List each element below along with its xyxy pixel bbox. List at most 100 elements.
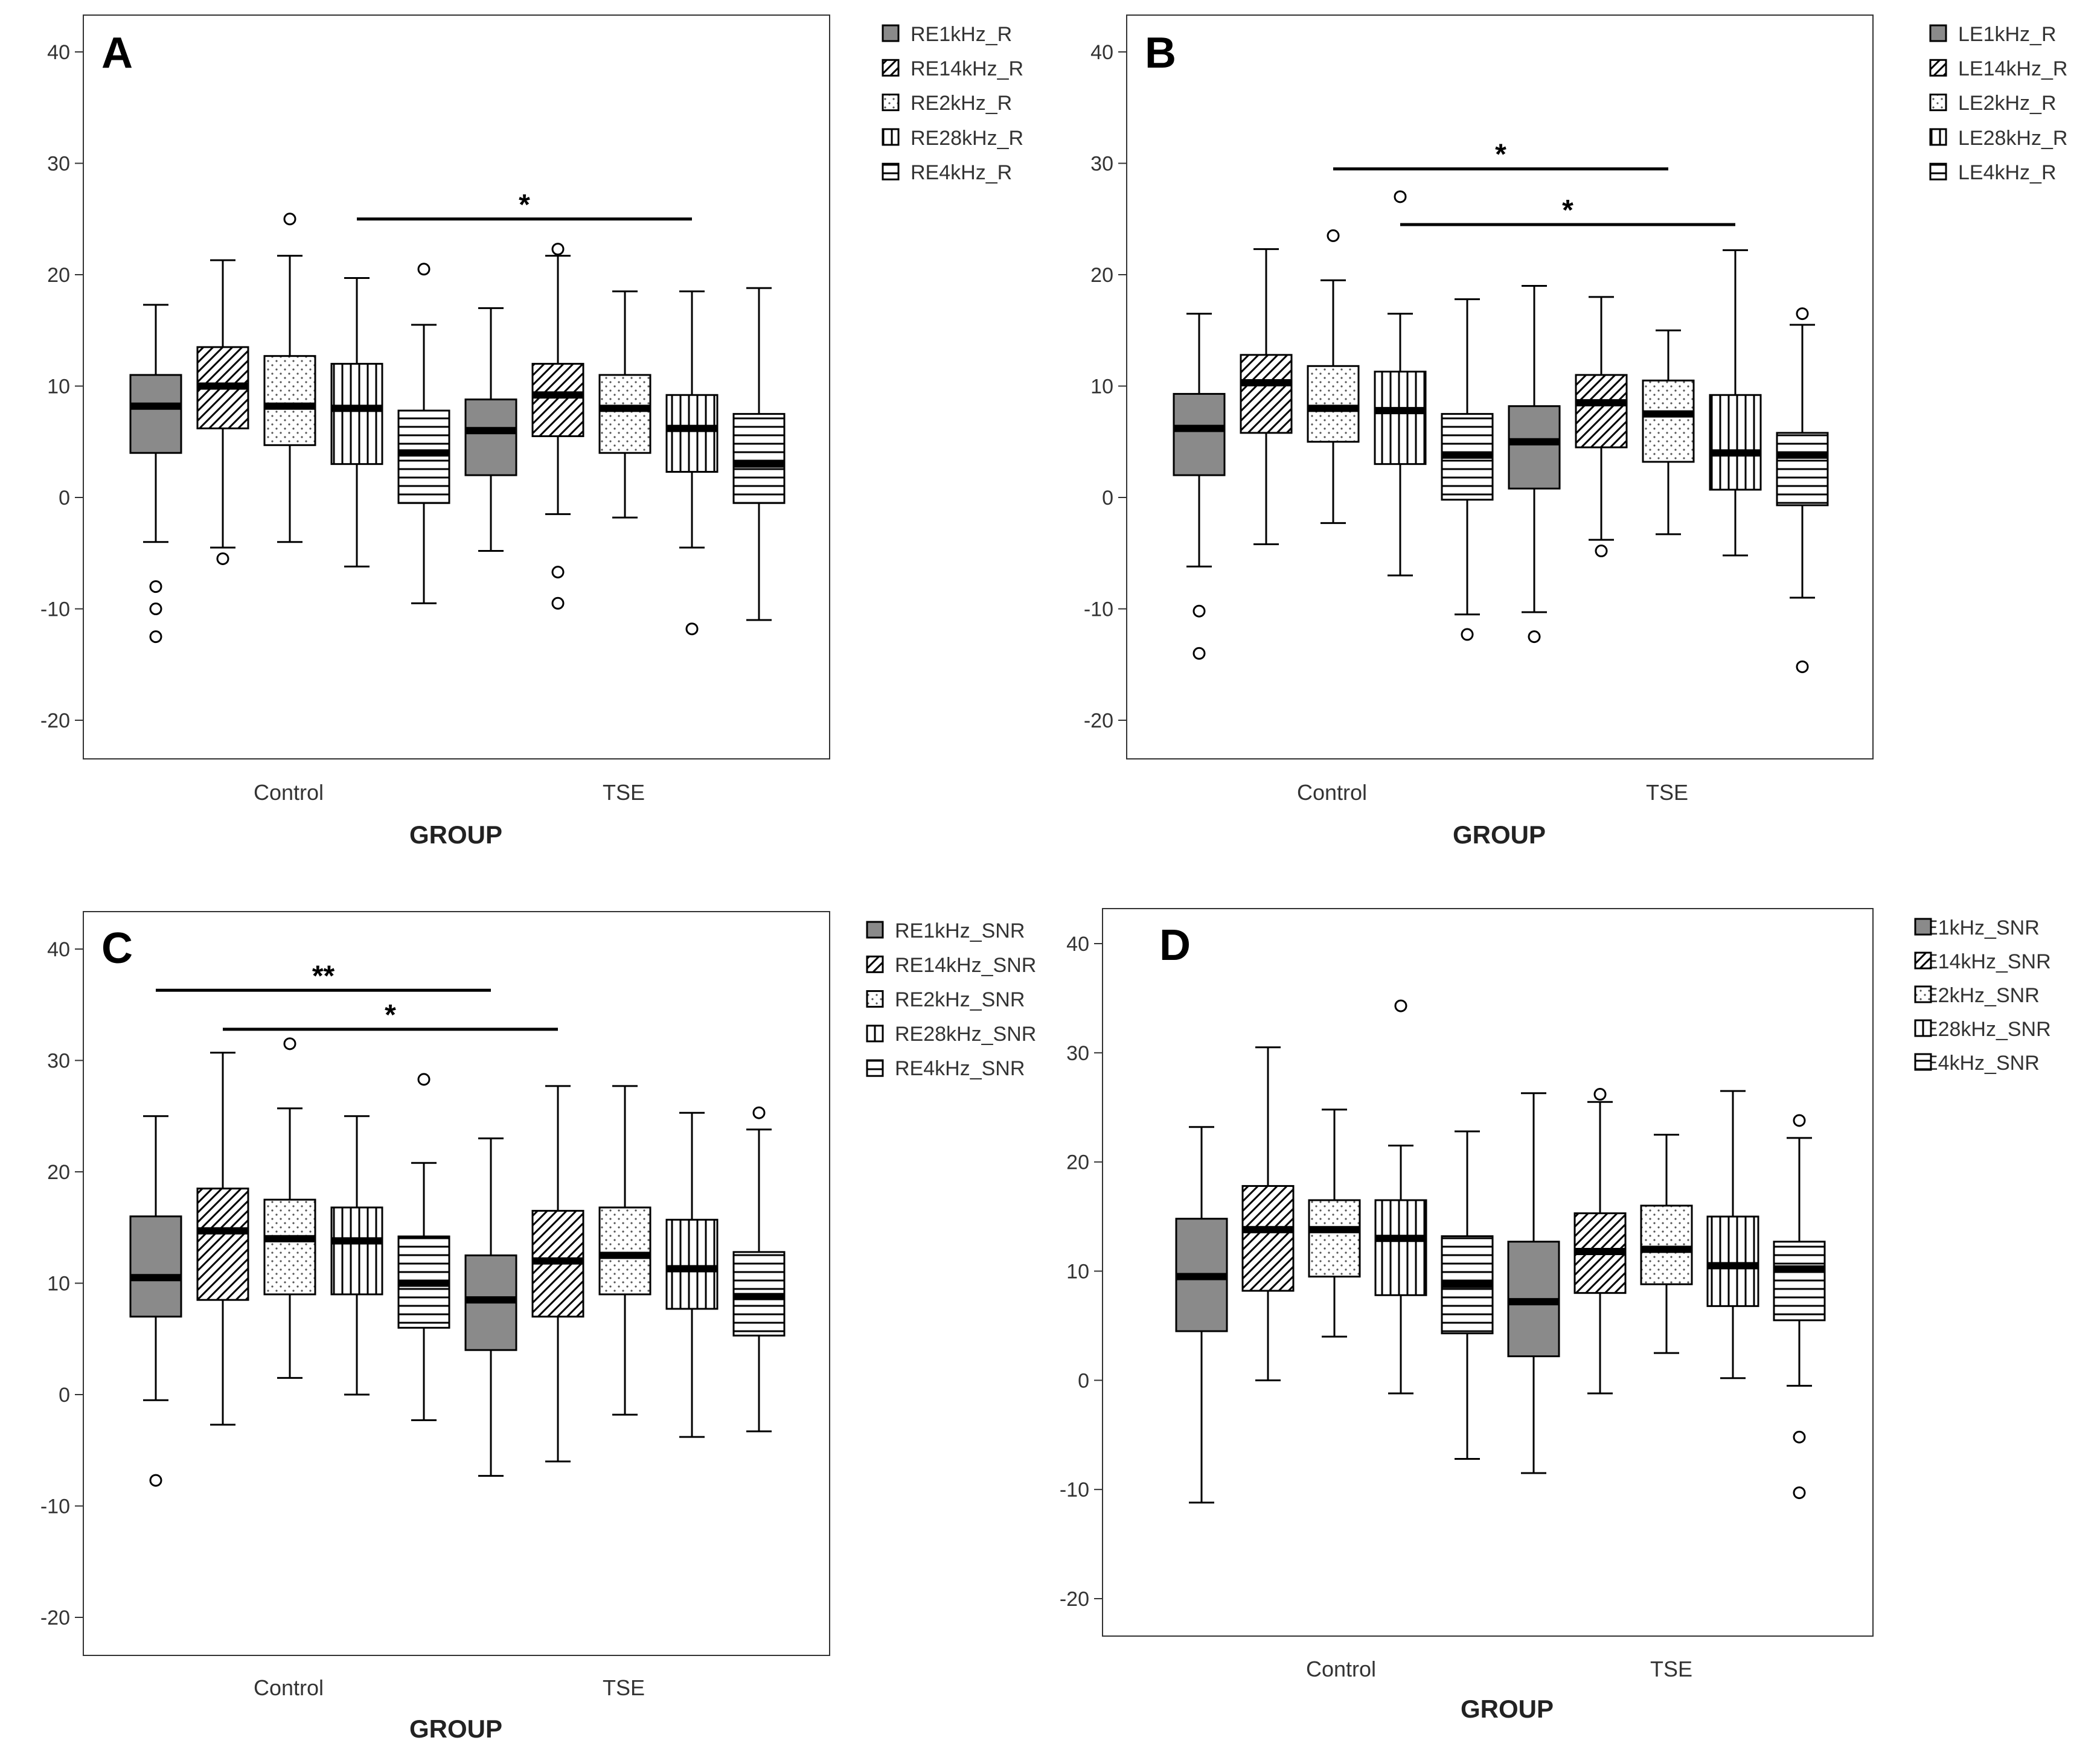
- outlier-point: [417, 1073, 431, 1086]
- significance-label: *: [519, 189, 530, 221]
- outlier-point: [1793, 1114, 1806, 1127]
- y-tick-label: -20: [40, 1607, 70, 1629]
- box-LE2kHz_R: [1642, 379, 1695, 463]
- legend-label: LE28kHz_SNR: [1913, 1018, 2051, 1041]
- box-RE14kHz_R: [531, 363, 584, 438]
- legend-swatch: [882, 162, 900, 181]
- outlier-point: [283, 213, 296, 226]
- outlier-point: [216, 552, 229, 565]
- outlier-point: [1793, 1486, 1806, 1500]
- legend-label: RE28kHz_R: [911, 127, 1023, 150]
- legend-label: LE4kHz_R: [1958, 161, 2057, 184]
- panel-B: B 40 30 20 10 0 -10 -20 Control TSE GROU…: [1084, 14, 2067, 849]
- x-category-label: Control: [1306, 1657, 1376, 1681]
- y-axis: 40 30 20 10 0 -10 -20: [40, 938, 83, 1629]
- legend-swatch: [866, 955, 884, 973]
- outlier-point: [1796, 660, 1809, 673]
- legend-swatch: [882, 24, 900, 42]
- x-category-label: TSE: [603, 780, 645, 805]
- y-tick-label: 10: [47, 376, 70, 398]
- box-group: [1173, 229, 1829, 673]
- y-tick-label: -10: [1084, 598, 1113, 621]
- legend-swatch: [1929, 162, 1947, 181]
- outlier-point: [1192, 647, 1206, 660]
- box-RE2kHz_R: [598, 374, 651, 454]
- box-LE4kHz_SNR: [1773, 1241, 1826, 1322]
- legend-swatch: [1929, 59, 1947, 77]
- legend-label: RE14kHz_R: [911, 57, 1023, 80]
- legend-swatch: [866, 921, 884, 939]
- box-group: [129, 1037, 786, 1487]
- box-RE2kHz_SNR: [598, 1206, 651, 1296]
- box-LE28kHz_R: [1374, 371, 1427, 465]
- outlier-point: [1394, 999, 1407, 1012]
- y-axis: 40 30 20 10 0 -10 -20: [1084, 41, 1127, 732]
- y-tick-label: 30: [1090, 153, 1113, 176]
- legend-label: RE14kHz_SNR: [895, 954, 1036, 977]
- x-category-label: Control: [1297, 780, 1367, 805]
- box-group: [129, 213, 786, 644]
- outlier-point: [1327, 229, 1340, 242]
- box-RE1kHz_R: [464, 398, 517, 476]
- box-LE14kHz_R: [1575, 374, 1628, 449]
- panel-letter: C: [101, 924, 133, 973]
- legend-swatch: [866, 1025, 884, 1043]
- box-RE2kHz_SNR: [263, 1198, 316, 1296]
- outlier-point: [417, 263, 431, 276]
- box-LE28kHz_SNR: [1706, 1215, 1759, 1307]
- outlier-point: [149, 630, 162, 644]
- y-tick-label: 0: [1102, 487, 1113, 510]
- legend-swatch: [1914, 1019, 1932, 1037]
- outlier-point: [1394, 190, 1407, 203]
- y-tick-label: 20: [1066, 1151, 1089, 1174]
- y-tick-label: 30: [47, 1050, 70, 1073]
- box-RE28kHz_SNR: [330, 1206, 383, 1296]
- x-category-label: TSE: [603, 1675, 645, 1700]
- significance-label: *: [1562, 194, 1573, 226]
- box-RE4kHz_R: [732, 413, 786, 504]
- plot-frame: [1126, 14, 1874, 759]
- outlier-point: [551, 566, 565, 579]
- legend-label: RE28kHz_SNR: [895, 1023, 1036, 1046]
- outlier-point: [685, 622, 699, 636]
- significance-annotations: *: [357, 189, 692, 221]
- legend-swatch: [1914, 985, 1932, 1003]
- x-axis-title: GROUP: [409, 820, 502, 849]
- legend-swatch: [882, 94, 900, 112]
- legend-swatch: [1914, 951, 1932, 970]
- y-tick-label: -20: [1084, 709, 1113, 732]
- y-tick-label: 40: [47, 938, 70, 961]
- legend-swatch: [882, 128, 900, 146]
- outlier-point: [1796, 307, 1809, 321]
- box-RE4kHz_R: [397, 409, 450, 504]
- box-RE2kHz_R: [263, 355, 316, 446]
- significance-annotations: * *: [1333, 139, 1735, 226]
- outlier-point: [149, 580, 162, 593]
- y-tick-label: 0: [1078, 1369, 1089, 1392]
- x-category-label: TSE: [1650, 1657, 1692, 1681]
- significance-label: *: [385, 999, 396, 1031]
- y-tick-label: 40: [1066, 933, 1089, 956]
- panel-letter: A: [101, 29, 133, 77]
- legend-swatch: [866, 990, 884, 1008]
- outlier-point: [149, 603, 162, 615]
- y-tick-label: 40: [1090, 41, 1113, 64]
- y-tick-label: 40: [47, 41, 70, 64]
- legend-label: LE2kHz_SNR: [1913, 984, 2040, 1007]
- legend-swatch: [1929, 128, 1947, 146]
- box-RE28kHz_SNR: [665, 1218, 719, 1310]
- outlier-point: [283, 1037, 296, 1050]
- box-group: [1175, 999, 1826, 1504]
- legend-label: LE1kHz_R: [1958, 23, 2057, 46]
- outlier-point: [1595, 545, 1608, 558]
- y-tick-label: -10: [40, 1495, 70, 1518]
- x-category-label: Control: [254, 1675, 324, 1700]
- legend-swatch: [1914, 1053, 1932, 1071]
- box-LE1kHz_R: [1508, 405, 1561, 490]
- outlier-point: [551, 596, 565, 610]
- legend-label: RE1kHz_SNR: [895, 919, 1025, 942]
- y-axis: 40 30 20 10 0 -10 -20: [40, 41, 83, 732]
- y-tick-label: -10: [1060, 1479, 1089, 1501]
- box-LE2kHz_R: [1307, 365, 1360, 443]
- legend: RE1kHz_SNR RE14kHz_SNR RE2kHz_SNR RE28kH…: [866, 919, 1036, 1080]
